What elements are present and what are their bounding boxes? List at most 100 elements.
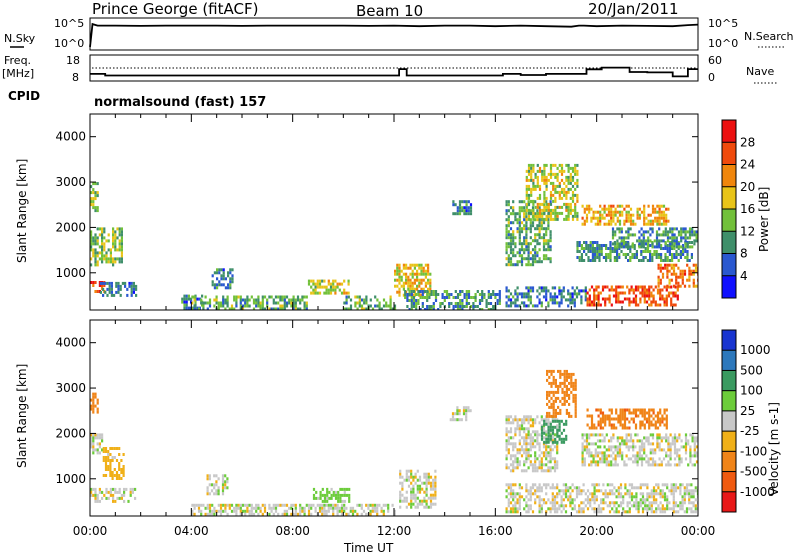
velocity-cell (549, 451, 552, 455)
velocity-cell (120, 468, 123, 471)
velocity-cell (410, 496, 413, 500)
power-cell (596, 219, 600, 223)
power-cell (465, 206, 468, 210)
power-cell (638, 236, 641, 240)
velocity-cell (462, 412, 466, 416)
velocity-cell (558, 489, 561, 493)
velocity-cell (637, 510, 640, 514)
power-cell (292, 298, 295, 302)
velocity-cell (118, 462, 121, 465)
velocity-cell (571, 501, 574, 505)
velocity-cell (646, 510, 649, 514)
power-cell (562, 295, 565, 299)
power-cell (116, 236, 119, 240)
velocity-cell (676, 439, 679, 443)
power-cell (672, 303, 675, 307)
power-cell (374, 304, 377, 308)
power-cell (574, 163, 577, 167)
power-cell (220, 268, 223, 272)
velocity-cell (582, 483, 585, 487)
velocity-cell (303, 509, 306, 513)
velocity-cell (575, 486, 579, 490)
velocity-cell (684, 457, 688, 461)
power-cell (463, 212, 466, 216)
velocity-cell (610, 454, 613, 458)
velocity-cell (531, 430, 535, 434)
power-cell (640, 259, 643, 262)
velocity-cell (458, 418, 461, 422)
velocity-cell (656, 411, 660, 415)
power-cell (211, 283, 214, 287)
power-cell (92, 284, 95, 287)
power-cell (456, 209, 459, 213)
velocity-cell (595, 489, 598, 493)
power-cell (627, 253, 630, 256)
power-cell (649, 222, 652, 226)
power-cell (556, 301, 559, 305)
velocity-cell (301, 509, 304, 513)
power-cell (565, 205, 568, 209)
power-cell (90, 233, 93, 237)
power-cell (542, 227, 546, 231)
power-cell (542, 254, 546, 258)
power-cell (605, 256, 608, 259)
power-cell (534, 254, 537, 258)
power-cell (576, 181, 579, 185)
velocity-cell (193, 512, 196, 516)
velocity-cell (585, 433, 589, 437)
power-cell (538, 257, 541, 261)
velocity-cell (102, 450, 105, 453)
power-cell (618, 242, 621, 246)
power-cell (527, 257, 530, 261)
velocity-cell (281, 512, 284, 516)
velocity-cell (606, 492, 609, 496)
velocity-cell (627, 448, 630, 452)
power-cell (645, 288, 649, 292)
power-cell (549, 236, 552, 240)
velocity-cell (523, 463, 526, 467)
velocity-cell (529, 486, 532, 490)
velocity-cell (643, 448, 646, 452)
power-cell (518, 215, 521, 219)
power-cell (354, 301, 357, 305)
velocity-cell (255, 503, 258, 507)
velocity-cell (641, 414, 644, 418)
velocity-cell (685, 510, 689, 514)
velocity-cell (599, 408, 602, 412)
velocity-cell (670, 483, 673, 487)
velocity-cell (116, 490, 119, 494)
velocity-cell (527, 433, 530, 437)
velocity-cell (465, 409, 468, 413)
velocity-cell (525, 504, 528, 508)
velocity-cell (414, 499, 417, 503)
velocity-cell (94, 433, 97, 437)
power-cell (496, 302, 499, 305)
power-cell (94, 209, 97, 213)
velocity-cell (563, 393, 566, 397)
power-cell (618, 222, 622, 226)
power-cell (229, 271, 232, 275)
power-cell (667, 285, 671, 289)
power-cell (694, 263, 698, 267)
velocity-cell (531, 424, 535, 428)
velocity-cell (674, 510, 678, 514)
velocity-cell (594, 433, 597, 437)
power-cell (588, 210, 591, 214)
velocity-cell (321, 503, 324, 507)
power-cell (543, 196, 546, 200)
velocity-cell (529, 463, 532, 467)
velocity-cell (543, 419, 546, 423)
power-cell (580, 244, 583, 247)
velocity-cell (98, 451, 101, 455)
velocity-cell (380, 506, 383, 510)
power-cell (507, 236, 510, 240)
power-cell (666, 230, 670, 234)
velocity-cell (560, 504, 563, 508)
power-cell (527, 196, 531, 200)
velocity-cell (611, 501, 614, 505)
velocity-cell (109, 459, 112, 462)
power-cell (354, 295, 357, 299)
velocity-cell (401, 487, 404, 491)
velocity-cell (689, 445, 692, 449)
power-cell (418, 284, 421, 288)
